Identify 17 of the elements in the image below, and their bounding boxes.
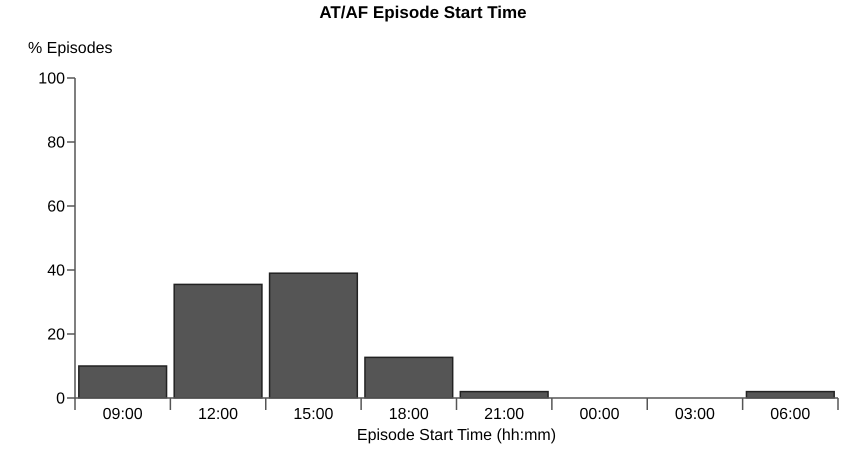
x-tick-label: 09:00 (102, 406, 143, 423)
x-tick-label: 06:00 (770, 406, 810, 423)
x-tick-label: 15:00 (293, 406, 334, 423)
chart-title: AT/AF Episode Start Time (319, 3, 527, 22)
y-tick-label: 100 (38, 70, 66, 88)
y-tick-label: 40 (47, 262, 66, 280)
x-tick-label: 21:00 (484, 406, 524, 423)
y-axis-title: % Episodes (28, 40, 112, 57)
y-tick-label: 20 (47, 326, 66, 344)
y-tick-label: 60 (47, 198, 66, 216)
y-tick-label: 0 (56, 390, 66, 408)
x-tick-label: 00:00 (580, 406, 620, 423)
x-tick-label: 18:00 (388, 406, 429, 423)
y-tick-label: 80 (47, 134, 66, 152)
x-tick-label: 03:00 (674, 406, 716, 423)
x-tick-label: 12:00 (198, 406, 238, 423)
x-axis-title: Episode Start Time (hh:mm) (356, 427, 556, 444)
